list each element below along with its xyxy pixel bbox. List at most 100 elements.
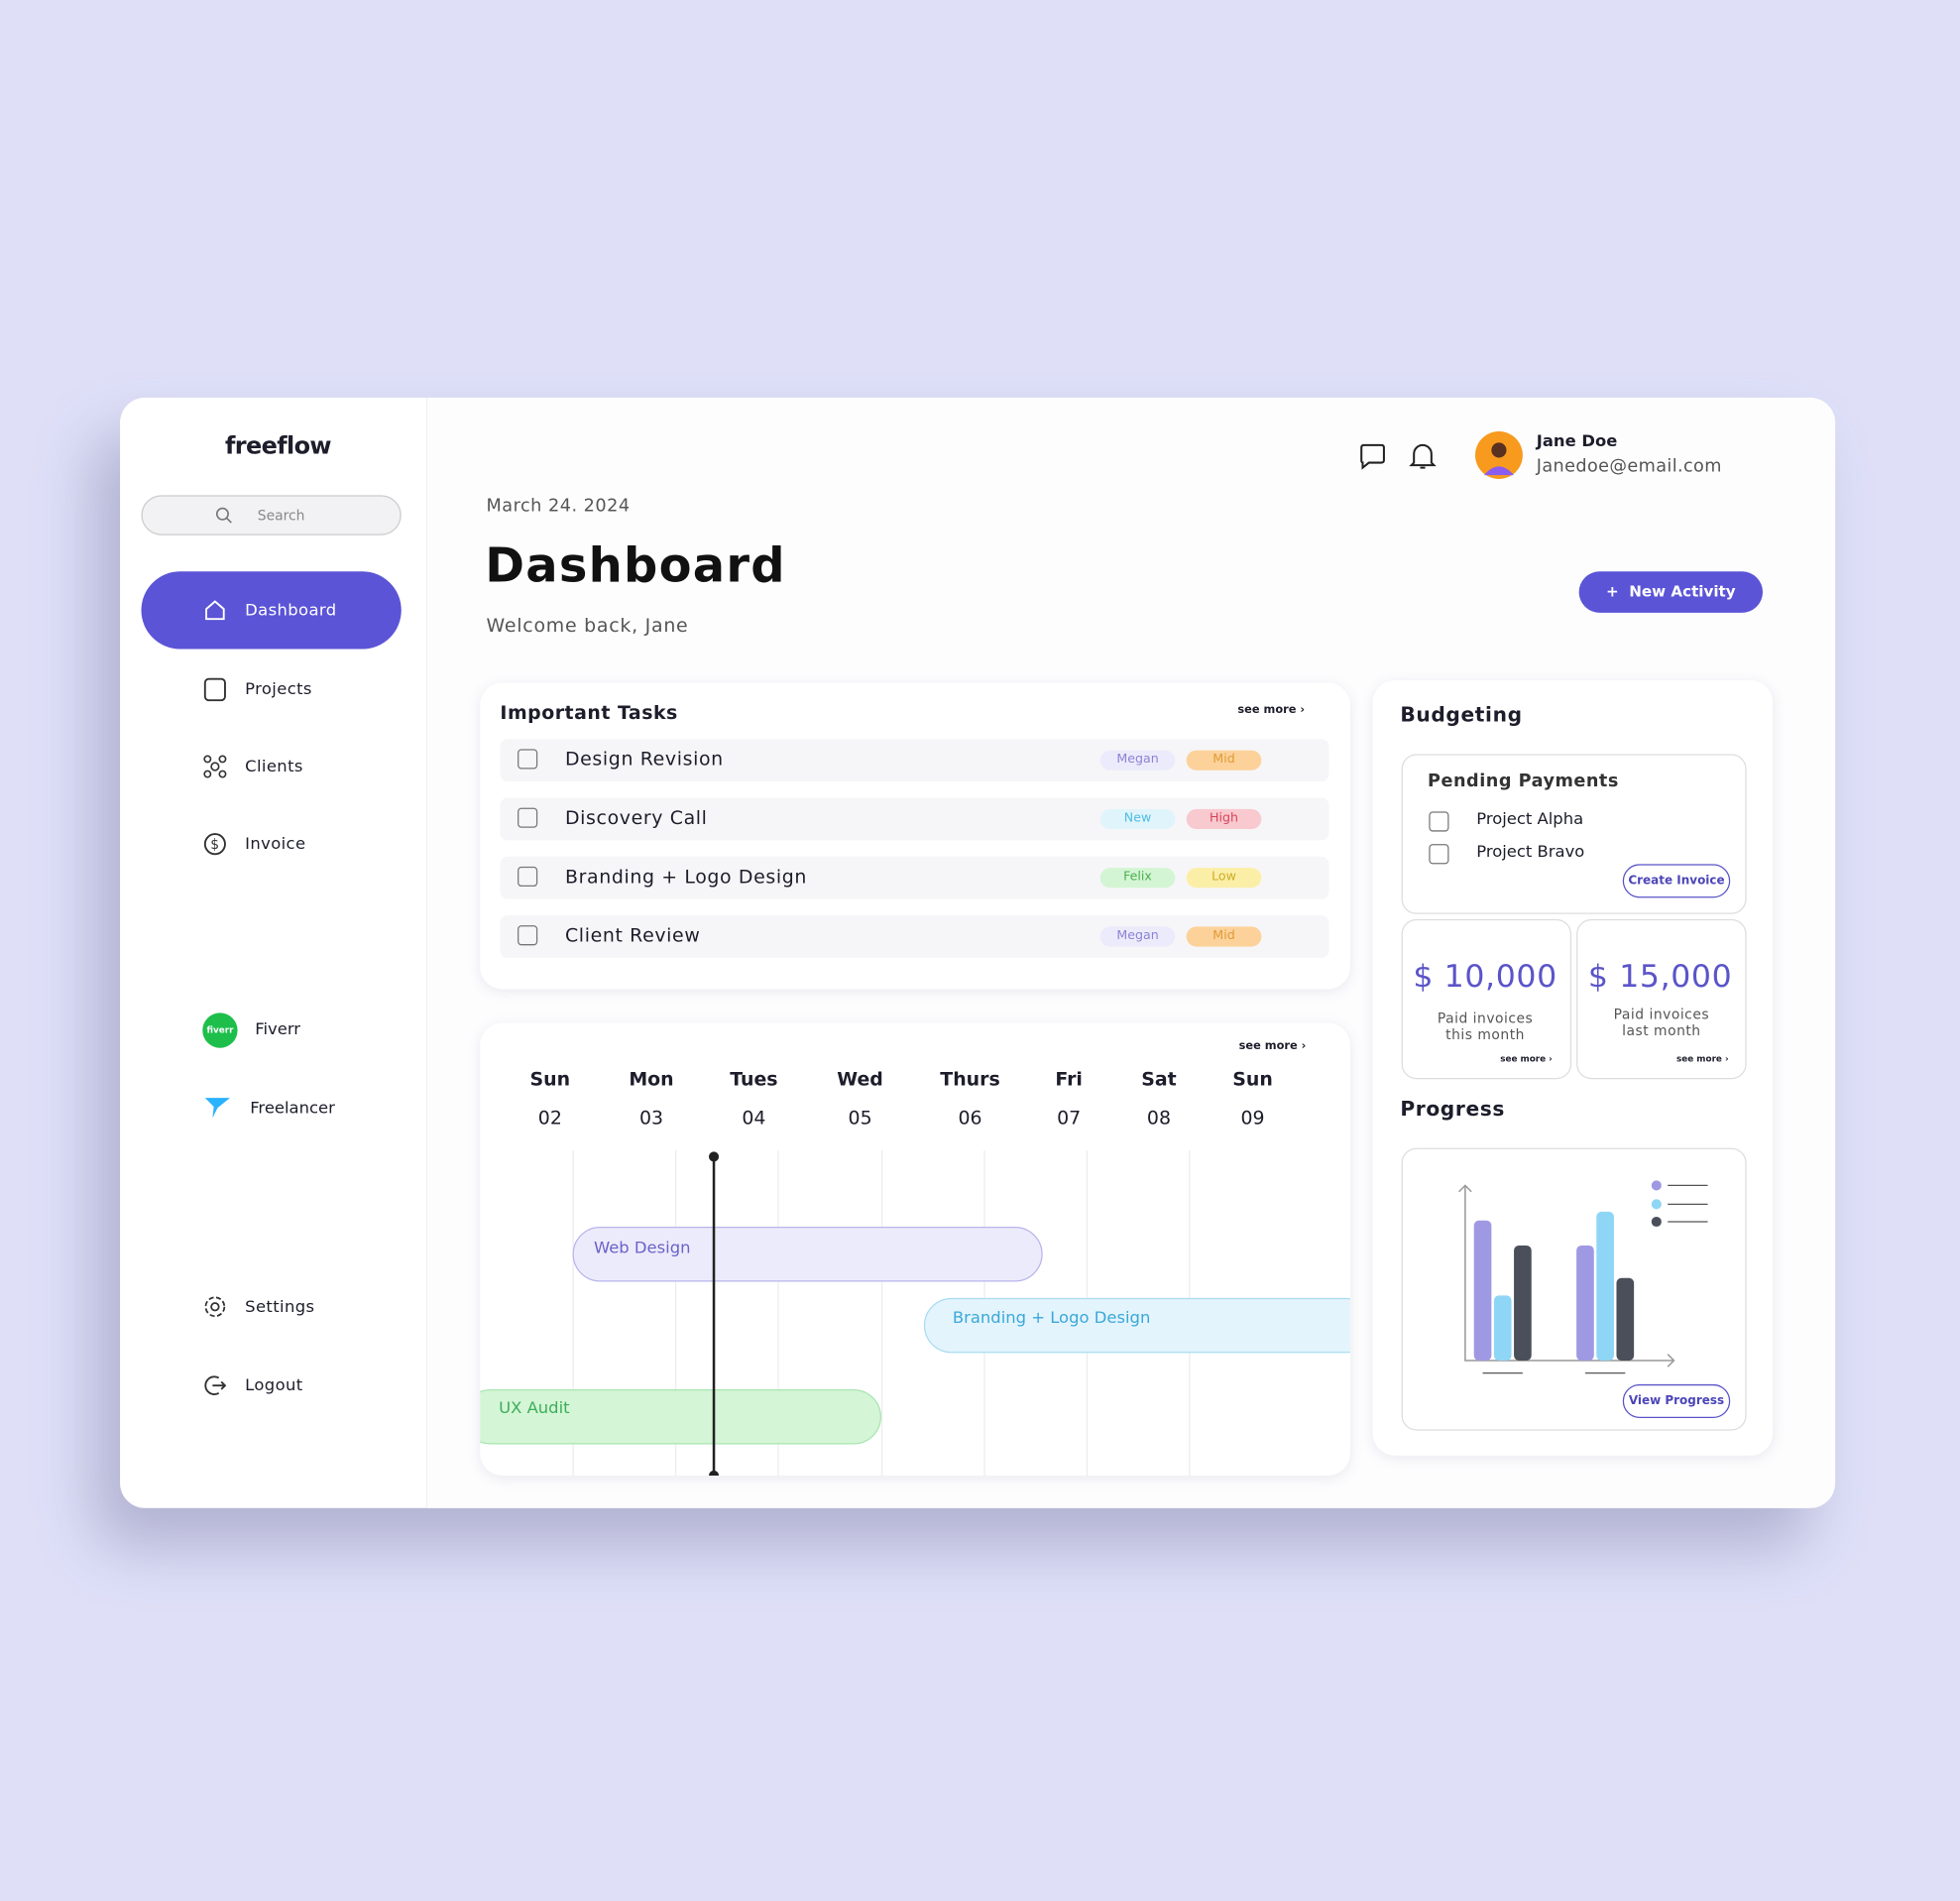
assignee-tag: Felix <box>1099 868 1176 889</box>
day-name: Thurs <box>940 1067 1000 1091</box>
see-more-label: see more <box>1500 1054 1547 1065</box>
priority-tag: High <box>1186 808 1262 830</box>
now-dot <box>708 1151 720 1162</box>
task-name: Client Review <box>564 923 701 947</box>
pending-box <box>1401 754 1747 914</box>
calendar-card: Web Design Branding + Logo Design UX Aud… <box>480 1022 1350 1476</box>
user-email: Janedoe@email.com <box>1536 456 1722 477</box>
avatar[interactable] <box>1474 430 1524 480</box>
day-date: 03 <box>638 1106 664 1129</box>
tasks-title: Important Tasks <box>500 701 678 725</box>
pending-item: Project Alpha <box>1476 810 1584 830</box>
checkbox[interactable] <box>1429 844 1449 865</box>
nav-item[interactable]: Clients <box>202 754 303 778</box>
icon <box>204 1375 227 1395</box>
chat-icon[interactable] <box>1359 442 1387 470</box>
nav-item[interactable]: Dashboard <box>202 598 336 623</box>
day-date: 02 <box>537 1106 562 1129</box>
task-row[interactable]: Discovery Call New High <box>500 797 1329 841</box>
icon: $ <box>203 833 226 856</box>
day-name: Mon <box>629 1067 674 1091</box>
progress-box <box>1401 1147 1747 1431</box>
day-date: 07 <box>1057 1106 1082 1129</box>
nav-label: Projects <box>245 679 312 699</box>
priority-tag: Low <box>1186 868 1262 889</box>
nav-label: Dashboard <box>245 600 337 620</box>
nav-label: Settings <box>245 1297 315 1317</box>
grid-line <box>572 1150 574 1476</box>
view-progress-button[interactable]: View Progress <box>1622 1383 1731 1418</box>
see-more[interactable]: see more › <box>1676 1054 1729 1065</box>
progress-illustration <box>1458 1180 1708 1374</box>
search-icon <box>215 507 232 524</box>
freelancer-logo <box>204 1098 231 1119</box>
icon <box>205 600 225 621</box>
event[interactable]: UX Audit <box>480 1388 882 1445</box>
bell-icon[interactable] <box>1409 441 1437 471</box>
now-dot <box>708 1470 720 1476</box>
checkbox[interactable] <box>518 866 538 888</box>
amount-label: Paid invoices this month <box>1437 1010 1534 1043</box>
checkbox[interactable] <box>518 925 538 946</box>
nav-item[interactable]: Settings <box>202 1294 314 1319</box>
pending-title: Pending Payments <box>1428 772 1619 792</box>
task-row[interactable]: Design Revision Megan Mid <box>500 739 1329 782</box>
see-more[interactable]: see more › <box>1238 1040 1307 1053</box>
nav-label: Clients <box>245 757 303 776</box>
day-date: 04 <box>742 1106 766 1129</box>
checkbox[interactable] <box>518 749 538 770</box>
checkbox[interactable] <box>518 807 538 828</box>
checkbox[interactable] <box>1429 811 1449 832</box>
event[interactable]: Web Design <box>572 1227 1043 1282</box>
day-name: Sun <box>529 1067 571 1091</box>
grid-line <box>777 1150 779 1476</box>
see-more[interactable]: see more › <box>1237 703 1306 717</box>
priority-tag: Mid <box>1186 750 1262 771</box>
assignee-tag: Megan <box>1099 750 1176 771</box>
create-invoice-button[interactable]: Create Invoice <box>1622 864 1731 898</box>
grid-line <box>881 1150 883 1476</box>
day-date: 09 <box>1240 1106 1265 1129</box>
amount-label: Paid invoices last month <box>1613 1007 1710 1039</box>
nav-label: Invoice <box>245 834 306 854</box>
integration-label[interactable]: Fiverr <box>255 1019 301 1039</box>
calendar-content: Web Design Branding + Logo Design UX Aud… <box>480 1022 1350 1476</box>
icon <box>203 677 226 702</box>
new-activity-button[interactable]: + New Activity <box>1578 571 1764 613</box>
search-box[interactable]: Search <box>141 495 402 535</box>
subtitle: Welcome back, Jane <box>486 614 689 637</box>
nav-item[interactable]: Logout <box>202 1373 302 1398</box>
day-name: Sun <box>1232 1067 1273 1091</box>
now-line <box>712 1156 716 1476</box>
integration-label[interactable]: Freelancer <box>250 1099 335 1119</box>
task-row[interactable]: Branding + Logo Design Felix Low <box>500 856 1329 899</box>
day-name: Tues <box>730 1067 778 1091</box>
nav-item[interactable]: Projects <box>202 676 312 702</box>
button-label: New Activity <box>1629 582 1736 601</box>
assignee-tag: Megan <box>1099 926 1176 947</box>
date: March 24. 2024 <box>486 496 631 517</box>
day-name: Fri <box>1055 1067 1083 1091</box>
task-name: Design Revision <box>564 748 724 771</box>
amount: $ 15,000 <box>1587 957 1733 995</box>
user-name: Jane Doe <box>1536 432 1618 452</box>
see-more[interactable]: see more › <box>1500 1054 1553 1065</box>
amount: $ 10,000 <box>1413 957 1557 995</box>
icon <box>204 1296 226 1318</box>
svg-text:$: $ <box>210 837 219 853</box>
budgeting-card <box>1372 679 1774 1456</box>
day-date: 06 <box>958 1106 982 1129</box>
see-more-label: see more <box>1238 1040 1298 1053</box>
nav-item[interactable]: $ Invoice <box>202 832 305 857</box>
pending-item: Project Bravo <box>1476 842 1585 862</box>
day-date: 05 <box>848 1106 872 1129</box>
icon <box>203 755 227 778</box>
fiverr-logo: fiverr <box>202 1012 238 1048</box>
event[interactable]: Branding + Logo Design <box>923 1297 1350 1354</box>
task-name: Discovery Call <box>564 806 708 830</box>
progress-title: Progress <box>1400 1096 1506 1121</box>
task-name: Branding + Logo Design <box>564 865 807 889</box>
see-more-label: see more <box>1676 1054 1722 1065</box>
task-row[interactable]: Client Review Megan Mid <box>500 915 1329 958</box>
nav-active-bg[interactable] <box>141 571 402 650</box>
